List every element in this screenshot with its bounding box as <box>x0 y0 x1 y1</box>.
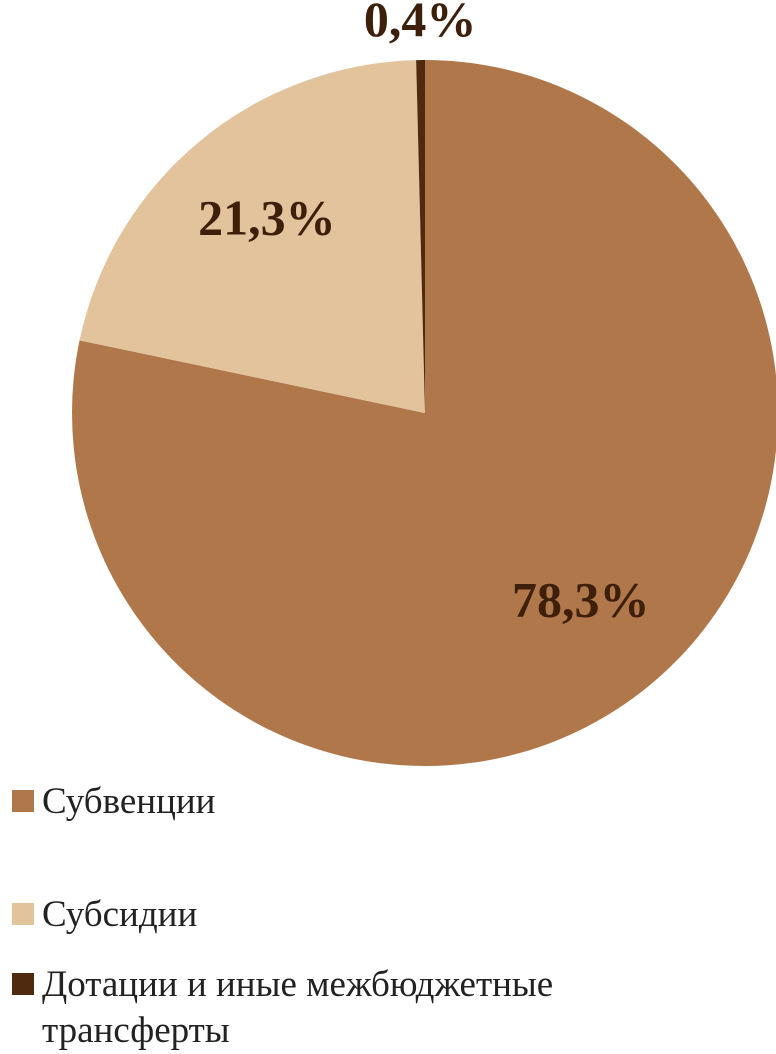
pie-slice <box>416 60 425 413</box>
legend-item: Субвенции <box>12 779 672 825</box>
legend-label: Дотации и иные межбюджетные трансферты <box>42 964 554 1051</box>
legend-item: Дотации и иные межбюджетные трансферты <box>12 962 672 1054</box>
chart: 78,3% 21,3% 0,4% <box>72 0 776 766</box>
legend-label: Субсидии <box>42 894 198 935</box>
legend-swatch <box>12 903 34 925</box>
legend-swatch <box>12 790 34 812</box>
legend-swatch <box>12 973 34 995</box>
data-label: 21,3% <box>198 190 336 246</box>
pie-slice <box>72 60 776 766</box>
data-label: 0,4% <box>364 0 477 47</box>
legend-item: Субсидии <box>12 892 672 938</box>
data-label: 78,3% <box>512 571 650 627</box>
legend-label: Субвенции <box>42 781 216 822</box>
pie-slice <box>79 60 425 413</box>
